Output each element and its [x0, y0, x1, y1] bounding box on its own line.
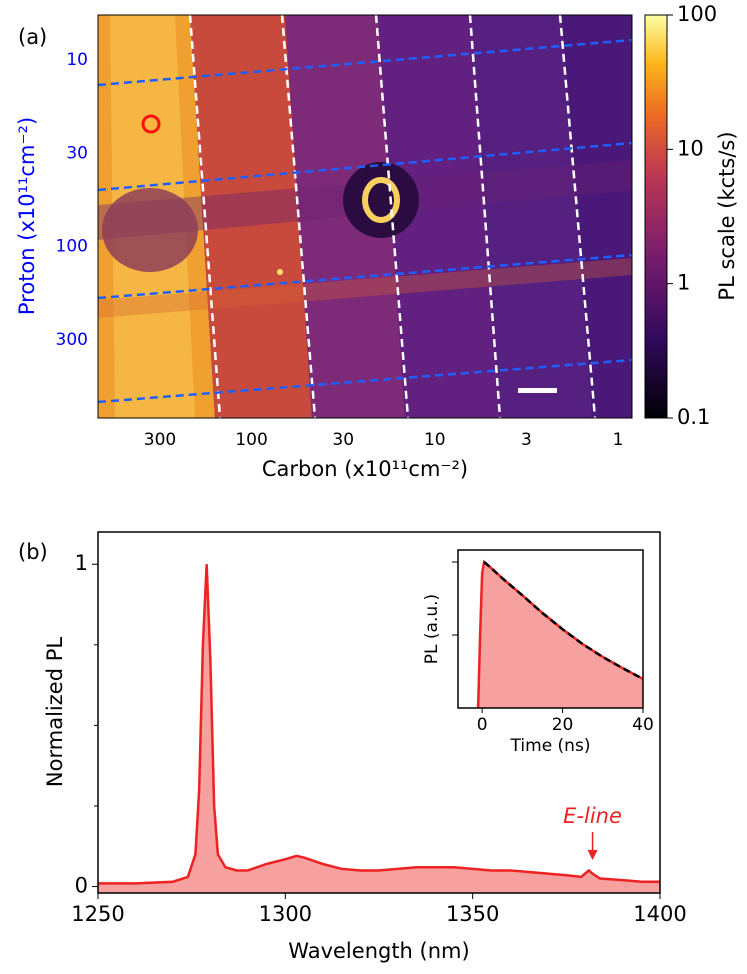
area-fill	[478, 561, 643, 708]
colorbar-label: PL scale (kcts/s)	[715, 131, 739, 300]
x-tick-label: 1250	[71, 902, 124, 926]
y-tick-label: 10	[66, 50, 88, 70]
x-axis-label: Wavelength (nm)	[288, 939, 469, 963]
x-tick-label: 30	[332, 430, 354, 450]
inset-frame	[457, 549, 644, 709]
annotation-arrowhead	[587, 850, 598, 860]
colorbar-tick-label: 0.1	[677, 405, 710, 429]
y-tick-label: 100	[56, 237, 88, 257]
colorbar-tick-label: 100	[677, 2, 717, 26]
x-tick-label: 10	[424, 430, 446, 450]
data-line	[483, 561, 644, 681]
y-tick-label: 0	[75, 874, 88, 898]
x-tick-label: 20	[552, 715, 574, 735]
area-fill	[98, 564, 660, 893]
colorbar	[644, 14, 668, 419]
colorbar-tick-label: 10	[677, 136, 704, 160]
x-tick-label: 3	[521, 430, 532, 450]
x-tick-label: 1350	[446, 902, 499, 926]
panel-label: (b)	[18, 540, 48, 564]
colorbar-tick-label: 1	[677, 271, 690, 295]
x-tick-label: 40	[632, 715, 654, 735]
x-tick-label: 1400	[633, 902, 686, 926]
y-tick-label: 300	[56, 330, 88, 350]
x-tick-label: 1	[613, 430, 624, 450]
data-line	[98, 564, 660, 885]
y-tick-label: 1	[75, 551, 88, 575]
panel-label: (a)	[18, 25, 47, 49]
y-tick-label: 30	[66, 143, 88, 163]
x-axis-label: Time (ns)	[510, 736, 591, 756]
y-axis-label: PL (a.u.)	[422, 594, 442, 664]
annotation: E-line	[563, 804, 622, 828]
x-tick-label: 300	[144, 430, 176, 450]
plot-frame	[97, 531, 661, 894]
y-axis-label: Normalized PL	[43, 637, 67, 787]
x-tick-label: 100	[235, 430, 267, 450]
x-tick-label: 1300	[259, 902, 312, 926]
x-axis-label: Carbon (x10¹¹cm⁻²)	[262, 457, 468, 481]
y-axis-label: Proton (x10¹¹cm⁻²)	[15, 117, 39, 315]
x-tick-label: 0	[477, 715, 488, 735]
heatmap-image	[97, 14, 633, 419]
